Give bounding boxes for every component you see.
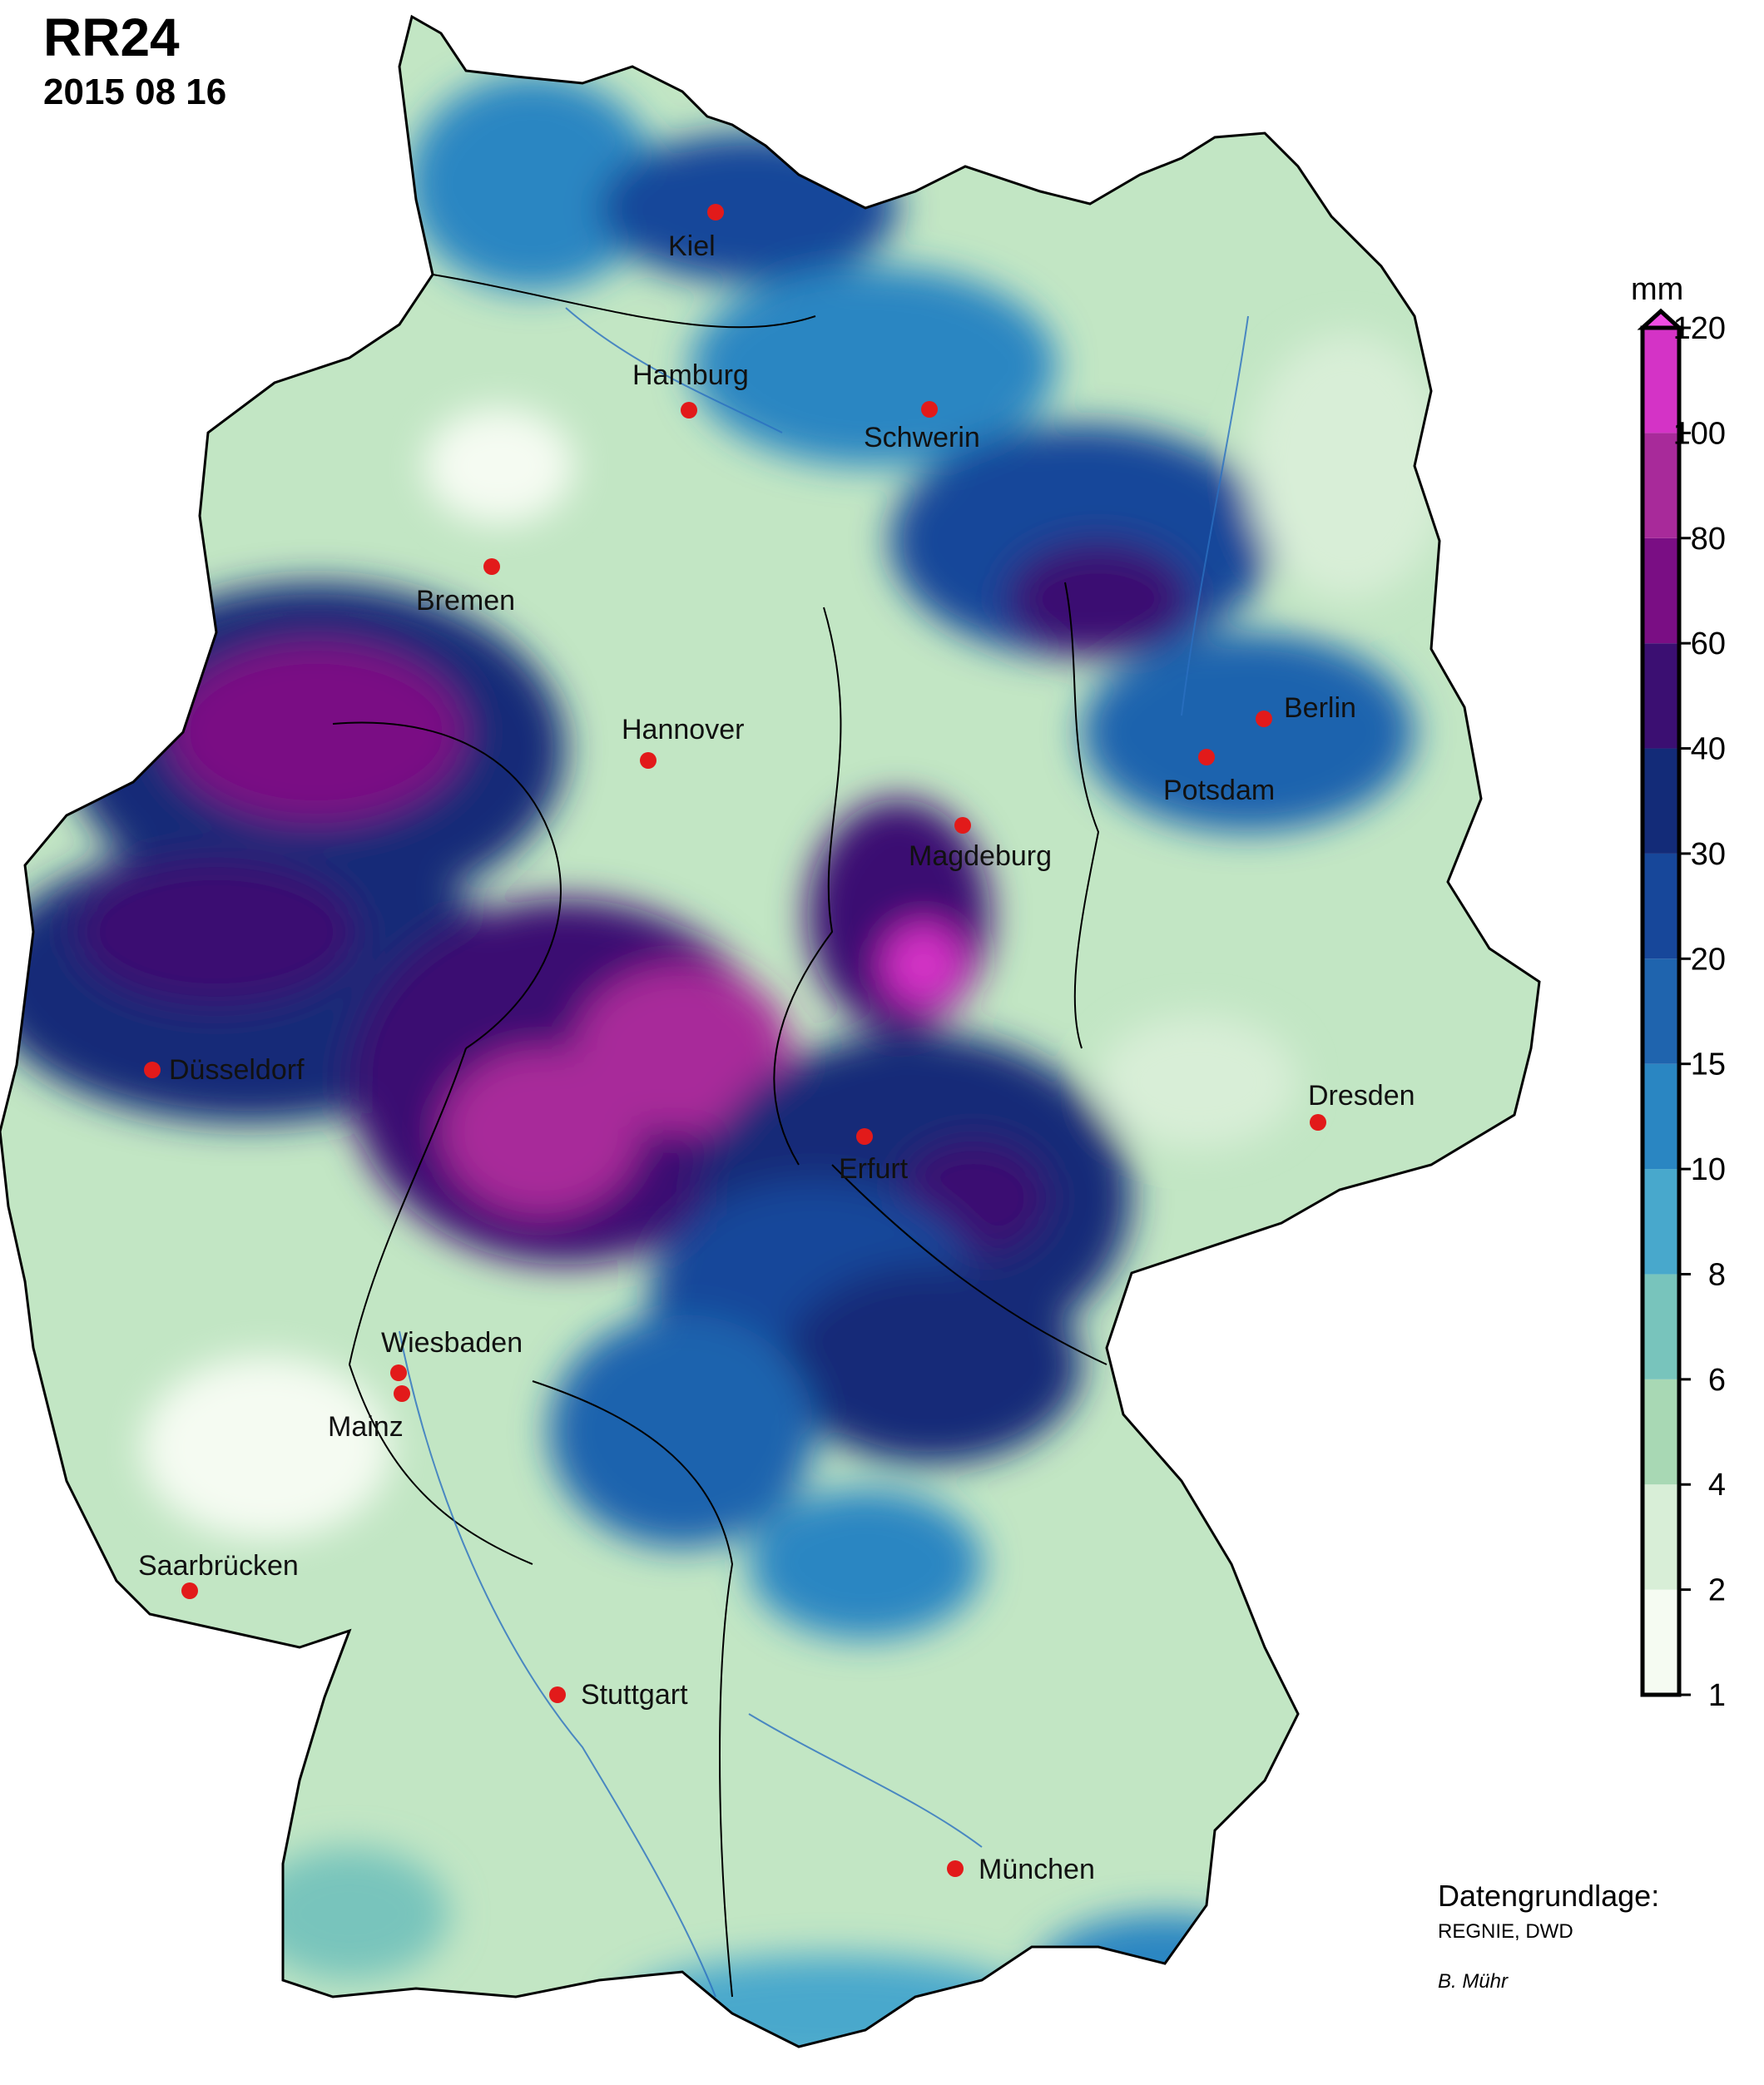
legend-band [1643,1274,1679,1379]
legend-tick-label: 40 [1691,732,1726,767]
svg-text:Erfurt: Erfurt [839,1153,909,1185]
legend-tick-label: 20 [1691,942,1726,977]
city-hannover: Hannover [622,714,744,769]
credit-heading: Datengrundlage: [1438,1879,1660,1913]
credit-source: REGNIE, DWD [1438,1920,1573,1943]
legend-tick-label: 120 [1673,311,1726,346]
svg-text:Stuttgart: Stuttgart [581,1679,688,1711]
city-magdeburg: Magdeburg [909,817,1052,872]
city-erfurt: Erfurt [839,1128,909,1185]
legend-band [1643,958,1679,1064]
city-kiel: Kiel [668,204,724,262]
state-borders [332,274,1107,1998]
svg-text:München: München [979,1854,1095,1885]
legend-band [1643,853,1679,959]
svg-text:Kiel: Kiel [668,230,716,262]
svg-text:Potsdam: Potsdam [1163,775,1275,806]
city-potsdam: Potsdam [1163,749,1275,806]
legend-tick-label: 15 [1691,1047,1726,1082]
color-legend: mm 1 2 4 6 8 10 15 20 30 40 60 80 100 120 [1631,272,1726,1713]
legend-unit: mm [1631,272,1683,307]
svg-text:Hannover: Hannover [622,714,744,745]
svg-text:Hamburg: Hamburg [632,359,749,391]
legend-band [1643,1589,1679,1695]
legend-band [1643,643,1679,749]
legend-band [1643,328,1679,433]
city-markers: Kiel Hamburg Schwerin Bremen Hannover Be… [138,204,1415,1885]
legend-band [1643,433,1679,538]
rivers [399,307,1249,1998]
svg-text:Wiesbaden: Wiesbaden [381,1327,523,1359]
legend-band [1643,1169,1679,1275]
legend-tick-label: 4 [1708,1468,1726,1503]
legend-band [1643,1379,1679,1485]
city-saarbruecken: Saarbrücken [138,1550,299,1599]
svg-text:Saarbrücken: Saarbrücken [138,1550,299,1582]
legend-tick-label: 6 [1708,1363,1726,1398]
legend-tick-label: 80 [1691,522,1726,557]
legend-tick-label: 100 [1673,416,1726,451]
credit-author: B. Mühr [1438,1970,1509,1993]
city-bremen: Bremen [416,558,515,617]
svg-text:Bremen: Bremen [416,585,515,617]
city-stuttgart: Stuttgart [549,1679,688,1711]
city-schwerin: Schwerin [864,401,980,453]
legend-tick-label: 30 [1691,837,1726,872]
legend-frame [1640,325,1682,1697]
legend-tick-label: 2 [1708,1573,1726,1608]
svg-text:Dresden: Dresden [1308,1080,1415,1112]
svg-text:Magdeburg: Magdeburg [909,840,1052,872]
legend-band [1643,1063,1679,1170]
svg-text:Düsseldorf: Düsseldorf [169,1054,305,1086]
legend-band [1643,748,1679,854]
legend-band [1643,1484,1679,1590]
city-muenchen: München [947,1854,1095,1885]
legend-tick-label: 1 [1708,1678,1726,1713]
svg-text:Mainz: Mainz [328,1411,404,1443]
city-hamburg: Hamburg [632,359,749,418]
city-duesseldorf: Düsseldorf [144,1054,305,1086]
legend-tick-label: 8 [1708,1257,1726,1292]
city-berlin: Berlin [1256,692,1356,727]
svg-text:Berlin: Berlin [1284,692,1356,724]
legend-band [1643,537,1679,644]
map-date: 2015 08 16 [43,72,227,112]
city-dresden: Dresden [1308,1080,1415,1131]
city-mainz: Mainz [328,1385,410,1443]
legend-tick-label: 10 [1691,1152,1726,1187]
city-wiesbaden: Wiesbaden [381,1327,523,1381]
map-title: RR24 [43,7,180,67]
svg-text:Schwerin: Schwerin [864,422,980,453]
legend-tick-label: 60 [1691,626,1726,661]
